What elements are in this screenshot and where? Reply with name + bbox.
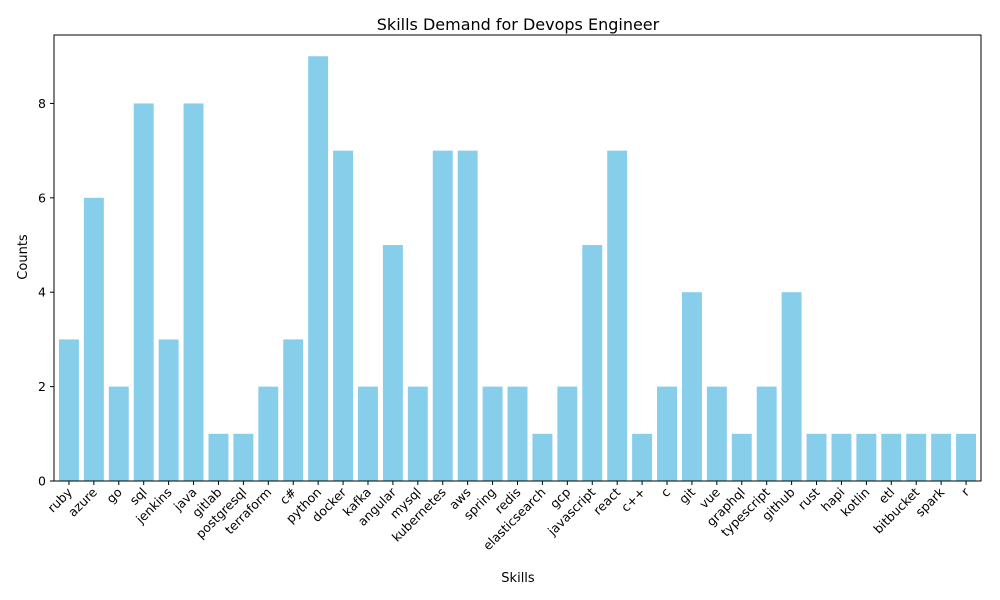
x-tick-label: go [103, 485, 125, 507]
y-tick-label: 8 [38, 96, 46, 111]
bar-mysql [407, 386, 428, 481]
bar-bitbucket [906, 433, 927, 481]
bar-github [781, 292, 802, 481]
bar-kafka [358, 386, 378, 481]
bar-aws [457, 150, 478, 481]
chart-title: Skills Demand for Devops Engineer [377, 15, 660, 34]
bar-elasticsearch [532, 433, 553, 481]
bar-c++ [632, 433, 653, 481]
x-axis-label: Skills [501, 571, 535, 586]
bar-r [956, 433, 977, 481]
x-tick-label: javascript [544, 484, 599, 539]
x-tick-label: react [590, 484, 623, 517]
bar-java [183, 103, 204, 481]
bar-azure [83, 197, 104, 482]
bar-redis [507, 386, 528, 481]
bar-c# [283, 339, 304, 481]
bar-spring [482, 386, 503, 481]
bar-gcp [557, 386, 578, 481]
bar-react [607, 150, 628, 481]
y-axis-label: Counts [16, 234, 31, 280]
y-tick-label: 0 [38, 474, 46, 489]
x-tick-label: rust [795, 484, 823, 512]
y-tick-label: 4 [38, 285, 46, 300]
bar-typescript [756, 386, 777, 481]
bar-spark [931, 433, 952, 481]
x-tick-label: spark [912, 484, 948, 520]
bar-kubernetes [432, 150, 453, 481]
bar-kotlin [856, 433, 877, 481]
bar-go [108, 386, 129, 481]
bar-hapi [831, 433, 852, 481]
x-tick-label: c++ [618, 485, 648, 515]
bar-graphql [731, 433, 752, 481]
bar-c [657, 386, 677, 481]
bar-javascript [582, 245, 603, 481]
x-tick-label: git [676, 484, 698, 506]
bar-gitlab [208, 433, 229, 481]
bars-group [58, 56, 977, 482]
bar-rust [806, 433, 827, 481]
bar-docker [333, 150, 354, 481]
bar-ruby [58, 339, 79, 481]
bar-angular [382, 245, 403, 481]
y-tick-label: 2 [38, 379, 46, 394]
bar-jenkins [158, 339, 179, 481]
y-axis-ticks: 0 2 4 6 8 [38, 96, 54, 489]
x-tick-label: r [958, 484, 973, 499]
x-tick-label: kotlin [838, 485, 873, 520]
bar-etl [881, 433, 902, 481]
bar-postgresql [233, 433, 254, 481]
y-tick-label: 6 [38, 190, 46, 205]
x-tick-label: c [658, 484, 674, 500]
bar-vue [706, 386, 727, 481]
x-tick-label: azure [65, 484, 100, 519]
bar-terraform [258, 386, 279, 481]
plot-frame [53, 34, 982, 482]
bar-python [308, 56, 329, 481]
bar-git [681, 292, 702, 481]
bar-sql [133, 103, 154, 481]
